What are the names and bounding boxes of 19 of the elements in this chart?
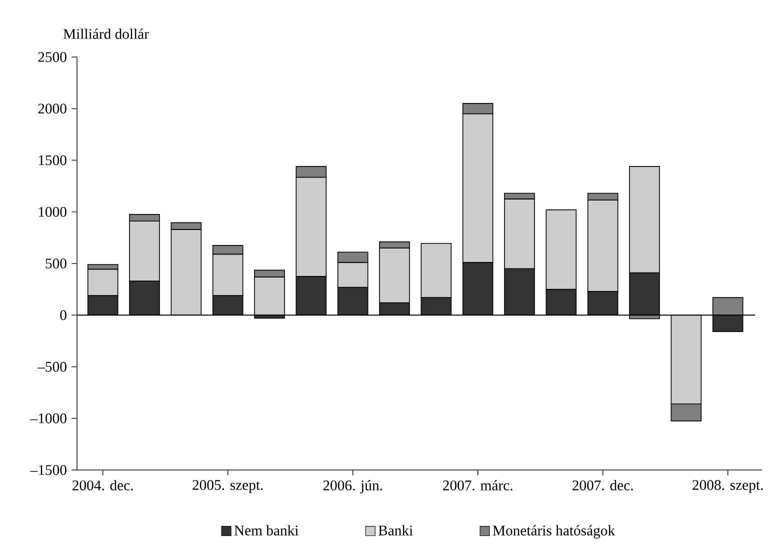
x-tick-label: 2007. dec. [572,480,633,490]
y-tick-label: –500 [38,362,66,372]
x-tick-label: 2006. jún. [323,480,382,494]
y-tick-label: 2500 [38,52,66,62]
x-tick-label: 2004. dec. [72,480,133,490]
y-tick-label: 500 [46,258,66,268]
x-tick-label: 2005. szept. [192,480,263,493]
x-tick-label: 2007. márc. [443,480,512,490]
x-tick-label: 2008. szept. [692,480,763,493]
legend-label: Nem banki [234,525,298,536]
y-tick-label: 0 [60,310,66,320]
legend-label: Banki [378,525,413,536]
legend-label: Monetáris hatóságok [492,525,616,538]
y-tick-label: –1500 [30,465,66,475]
y-tick-label: 1500 [38,155,66,166]
y-tick-label: 2000 [38,104,66,114]
y-tick-label: 1000 [38,206,66,217]
y-axis-title: Milliárd dollár [63,28,149,39]
y-tick-label: –1000 [30,413,66,424]
